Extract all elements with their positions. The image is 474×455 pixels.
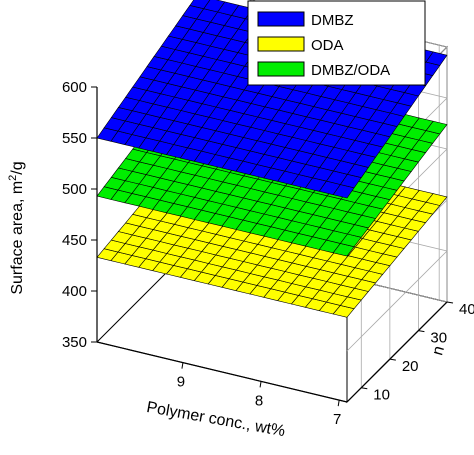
x-axis-title: Polymer conc., wt% [145, 399, 286, 440]
y-tick-label: 10 [373, 387, 390, 404]
surface-dmbz [96, 0, 448, 199]
y-tick [361, 387, 368, 390]
z-tick-label: 450 [62, 232, 87, 249]
legend-swatch-dmbz [257, 11, 305, 27]
z-axis-title-end: /g [9, 161, 26, 174]
surface-cell [189, 0, 211, 10]
legend-swatch-dmbz-oda [257, 61, 305, 77]
legend-label-dmbz-oda: DMBZ/ODA [311, 62, 390, 79]
z-axis-title-main: Surface area, m [9, 181, 26, 295]
legend-label-dmbz: DMBZ [311, 12, 354, 29]
y-axis-line [346, 301, 448, 403]
z-tick-label: 500 [62, 181, 87, 198]
z-tick-label: 600 [62, 79, 87, 96]
surface-cell [203, 0, 226, 13]
y-tick [418, 330, 425, 333]
legend: DMBZ ODA DMBZ/ODA [247, 0, 426, 86]
x-tick-label: 7 [333, 411, 341, 428]
x-tick [181, 362, 184, 369]
z-axis-title: Surface area, m2/g [7, 161, 26, 294]
y-tick-label: 40 [459, 301, 474, 318]
y-tick [446, 301, 454, 304]
z-tick-label: 400 [62, 283, 87, 300]
x-tick-label: 9 [177, 374, 185, 391]
x-tick-label: 8 [255, 392, 263, 409]
z-tick-label: 550 [62, 130, 87, 147]
x-tick [337, 400, 340, 407]
y-tick-label: 30 [430, 330, 447, 347]
y-tick-label: 20 [402, 358, 419, 375]
x-tick [259, 381, 262, 388]
axes-layer: 350 400 450 500 550 600 9 8 7 10 20 30 40 [62, 79, 474, 428]
x-axis-line [96, 341, 348, 403]
surfaces-layer [96, 0, 448, 318]
legend-swatch-oda [257, 36, 305, 52]
z-axis-title-sup: 2 [7, 175, 19, 181]
legend-label-oda: ODA [311, 37, 344, 54]
z-tick-label: 350 [62, 334, 87, 351]
y-tick [389, 358, 396, 361]
